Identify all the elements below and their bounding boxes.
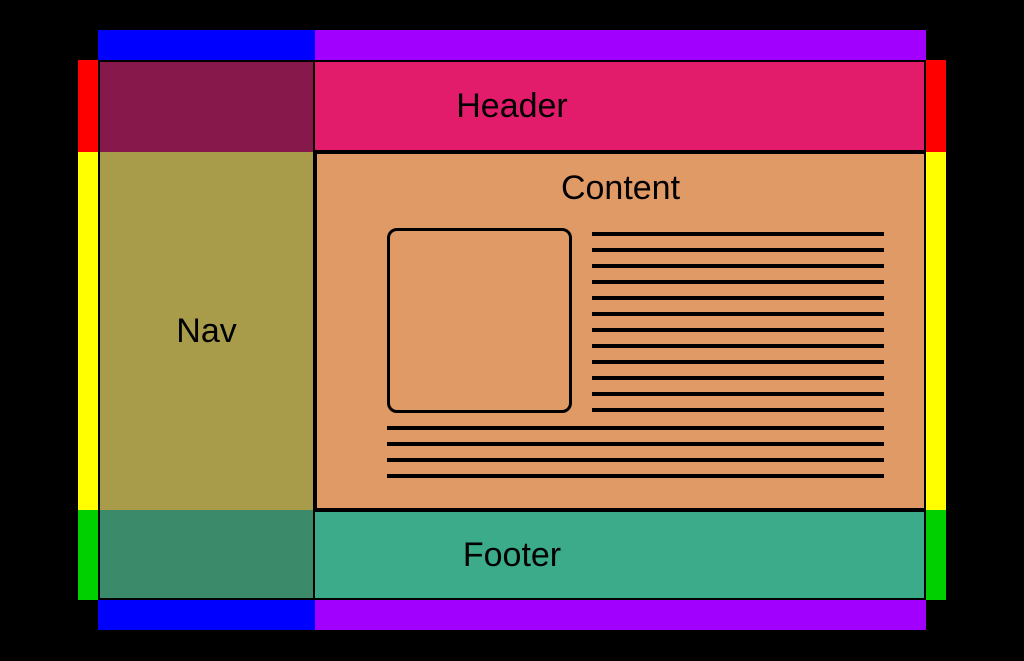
- color-bar-top-left: [98, 30, 315, 60]
- text-line: [592, 328, 884, 332]
- text-line: [592, 312, 884, 316]
- color-bar-right-bot: [926, 510, 946, 600]
- color-bar-bottom-left: [98, 600, 315, 630]
- color-bar-top-right: [315, 30, 926, 60]
- image-placeholder: [387, 228, 572, 413]
- content-region: Content: [315, 152, 926, 510]
- layout-diagram: Header Footer Content: [78, 30, 946, 630]
- header-label: Header: [456, 87, 568, 126]
- color-bar-right-top: [926, 60, 946, 152]
- content-body: [317, 228, 924, 508]
- color-bar-left-mid: [78, 152, 98, 510]
- color-bar-right-mid: [926, 152, 946, 510]
- text-line: [592, 232, 884, 236]
- text-line: [592, 264, 884, 268]
- color-bar-bottom-right: [315, 600, 926, 630]
- text-lines-full: [387, 426, 884, 490]
- text-line: [592, 360, 884, 364]
- footer-label: Footer: [463, 536, 561, 575]
- nav-region: Nav: [98, 152, 315, 510]
- color-bar-left-top: [78, 60, 98, 152]
- text-line: [592, 344, 884, 348]
- nav-footer-overlap: [98, 510, 315, 600]
- nav-label: Nav: [176, 312, 236, 351]
- text-line: [592, 376, 884, 380]
- text-line: [592, 248, 884, 252]
- text-line: [592, 280, 884, 284]
- content-label: Content: [317, 169, 924, 208]
- nav-header-overlap: [98, 60, 315, 152]
- text-line: [592, 296, 884, 300]
- text-line: [387, 442, 884, 446]
- text-line: [592, 392, 884, 396]
- color-bar-left-bot: [78, 510, 98, 600]
- text-line: [387, 474, 884, 478]
- text-line: [387, 426, 884, 430]
- text-line: [592, 408, 884, 412]
- text-line: [387, 458, 884, 462]
